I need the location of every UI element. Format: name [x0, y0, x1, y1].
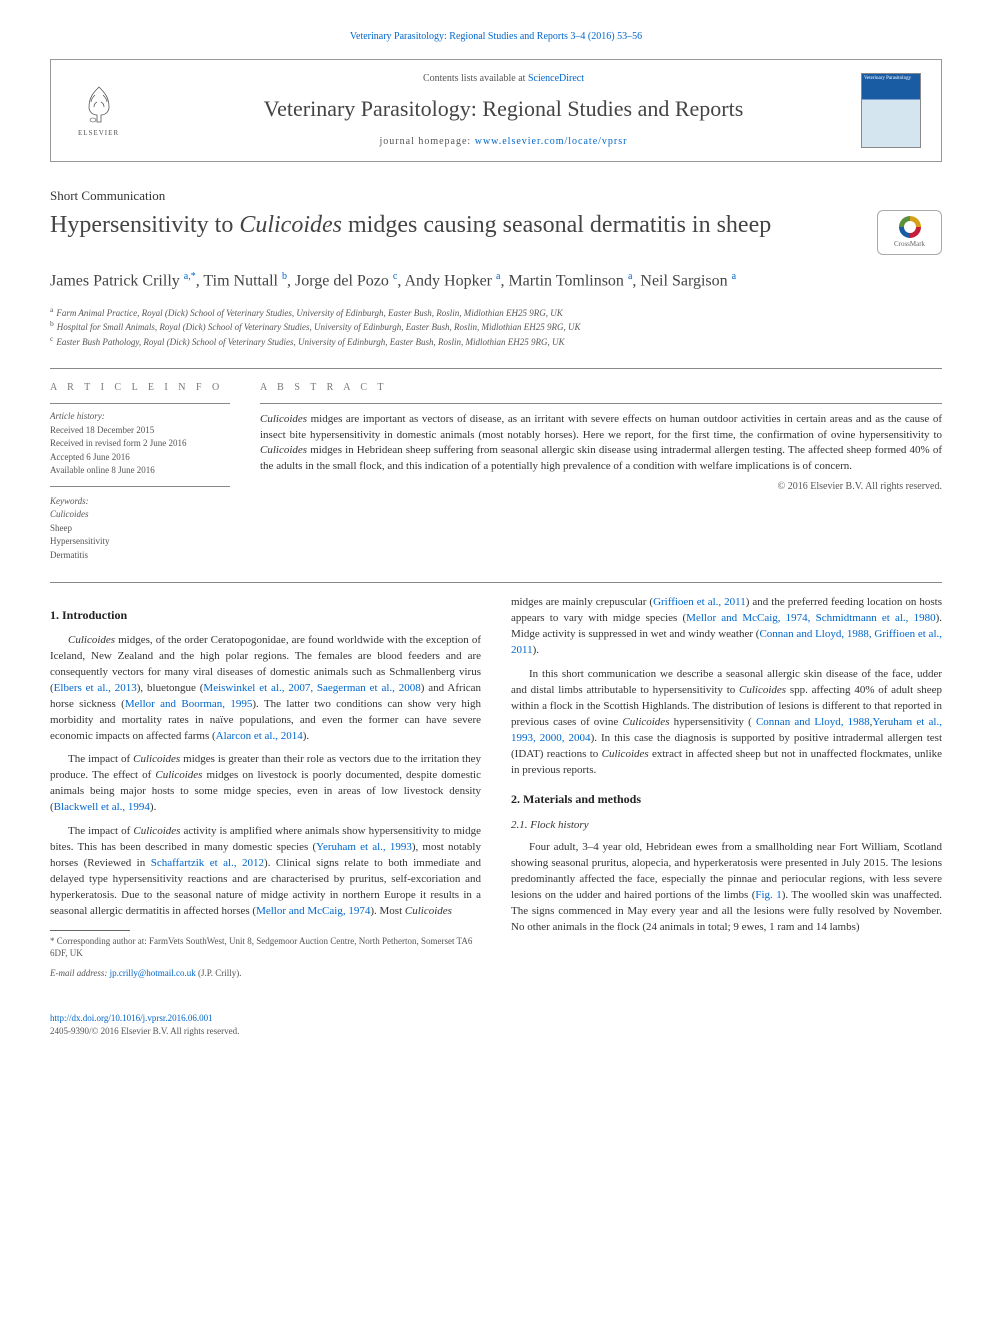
info-abstract-row: A R T I C L E I N F O Article history: R… [50, 381, 942, 562]
ref-griffioen[interactable]: Griffioen et al., 2011 [653, 596, 746, 608]
ref-meiswinkel[interactable]: Meiswinkel et al., 2007, Saegerman et al… [203, 682, 420, 694]
email-footnote: E-mail address: jp.crilly@hotmail.co.uk … [50, 967, 481, 979]
affiliations: aFarm Animal Practice, Royal (Dick) Scho… [50, 305, 942, 349]
author-1: James Patrick Crilly [50, 272, 184, 289]
flock-heading: 2.1. Flock history [511, 818, 942, 834]
abstract-rule [260, 403, 942, 404]
homepage-prefix: journal homepage: [380, 136, 475, 147]
title-post: midges causing seasonal dermatitis in sh… [342, 212, 771, 238]
doi-link[interactable]: http://dx.doi.org/10.1016/j.vprsr.2016.0… [50, 1013, 213, 1023]
top-citation-link[interactable]: Veterinary Parasitology: Regional Studie… [350, 31, 642, 42]
ref-elbers[interactable]: Elbers et al., 2013 [54, 682, 137, 694]
affiliation-a: aFarm Animal Practice, Royal (Dick) Scho… [50, 305, 942, 320]
top-citation: Veterinary Parasitology: Regional Studie… [50, 30, 942, 44]
elsevier-logo: ELSEVIER [71, 78, 126, 143]
intro-p4: midges are mainly crepuscular (Griffioen… [511, 595, 942, 659]
abstract-copyright: © 2016 Elsevier B.V. All rights reserved… [260, 480, 942, 494]
page-footer: http://dx.doi.org/10.1016/j.vprsr.2016.0… [50, 1012, 942, 1037]
elsevier-tree-icon [79, 82, 119, 127]
history-accepted: Accepted 6 June 2016 [50, 451, 230, 465]
intro-p5: In this short communication we describe … [511, 667, 942, 779]
abstract-heading: A B S T R A C T [260, 381, 942, 395]
crossmark-label: CrossMark [894, 240, 925, 250]
ref-connan[interactable]: Connan and Lloyd, 1988 [756, 716, 870, 728]
history-revised: Received in revised form 2 June 2016 [50, 437, 230, 451]
history-label: Article history: [50, 410, 230, 424]
author-5: , Martin Tomlinson [500, 272, 627, 289]
journal-cover: Veterinary Parasitology [861, 73, 921, 148]
author-6: , Neil Sargison [632, 272, 731, 289]
abstract-text: Culicoides midges are important as vecto… [260, 412, 942, 474]
methods-heading: 2. Materials and methods [511, 791, 942, 808]
email-link[interactable]: jp.crilly@hotmail.co.uk [110, 968, 196, 978]
history-block: Article history: Received 18 December 20… [50, 410, 230, 487]
contents-line: Contents lists available at ScienceDirec… [146, 72, 861, 86]
intro-p1: Culicoides midges, of the order Ceratopo… [50, 633, 481, 745]
ref-blackwell[interactable]: Blackwell et al., 1994 [54, 801, 150, 813]
ref-schaffartzik[interactable]: Schaffartzik et al., 2012 [151, 857, 264, 869]
elsevier-label: ELSEVIER [78, 129, 119, 139]
keyword-1: Culicoides [50, 508, 230, 522]
author-3: , Jorge del Pozo [287, 272, 393, 289]
rule-bottom [50, 582, 942, 583]
author-1-aff: a, [184, 271, 191, 282]
keyword-3: Hypersensitivity [50, 535, 230, 549]
history-online: Available online 8 June 2016 [50, 464, 230, 478]
sciencedirect-link[interactable]: ScienceDirect [528, 73, 584, 84]
ref-fig1[interactable]: Fig. 1 [755, 889, 781, 901]
article-type: Short Communication [50, 187, 942, 205]
info-rule-1 [50, 403, 230, 404]
history-received: Received 18 December 2015 [50, 424, 230, 438]
article-title: Hypersensitivity to Culicoides midges ca… [50, 210, 857, 240]
header-center: Contents lists available at ScienceDirec… [146, 72, 861, 149]
keyword-4: Dermatitis [50, 549, 230, 563]
ref-mellor-mccaig[interactable]: Mellor and McCaig, 1974 [256, 905, 370, 917]
journal-title: Veterinary Parasitology: Regional Studie… [146, 94, 861, 125]
keywords-block: Keywords: Culicoides Sheep Hypersensitiv… [50, 495, 230, 563]
authors: James Patrick Crilly a,*, Tim Nuttall b,… [50, 270, 942, 293]
article-info-heading: A R T I C L E I N F O [50, 381, 230, 395]
journal-header: ELSEVIER Contents lists available at Sci… [50, 59, 942, 162]
title-row: Hypersensitivity to Culicoides midges ca… [50, 210, 942, 255]
crossmark-badge[interactable]: CrossMark [877, 210, 942, 255]
intro-p3: The impact of Culicoides activity is amp… [50, 824, 481, 920]
contents-prefix: Contents lists available at [423, 73, 528, 84]
keyword-2: Sheep [50, 522, 230, 536]
homepage-link[interactable]: www.elsevier.com/locate/vprsr [475, 136, 628, 147]
author-4: , Andy Hopker [397, 272, 496, 289]
ref-mellor-boorman[interactable]: Mellor and Boorman, 1995 [125, 698, 253, 710]
author-2: , Tim Nuttall [196, 272, 282, 289]
affiliation-b: bHospital for Small Animals, Royal (Dick… [50, 319, 942, 334]
journal-homepage: journal homepage: www.elsevier.com/locat… [146, 135, 861, 149]
footnote-rule [50, 930, 130, 931]
intro-heading: 1. Introduction [50, 607, 481, 624]
title-em: Culicoides [239, 212, 342, 238]
author-6-aff: a [732, 271, 736, 282]
article-info: A R T I C L E I N F O Article history: R… [50, 381, 230, 562]
methods-p1: Four adult, 3–4 year old, Hebridean ewes… [511, 840, 942, 936]
abstract-column: A B S T R A C T Culicoides midges are im… [260, 381, 942, 562]
body-text: 1. Introduction Culicoides midges, of th… [50, 595, 942, 987]
crossmark-icon [899, 216, 921, 238]
ref-yeruham[interactable]: Yeruham et al., 1993 [316, 841, 412, 853]
issn-line: 2405-9390/© 2016 Elsevier B.V. All right… [50, 1025, 942, 1038]
ref-mellor-schmidtmann[interactable]: Mellor and McCaig, 1974, Schmidtmann et … [686, 612, 935, 624]
rule-top [50, 368, 942, 369]
keywords-label: Keywords: [50, 495, 230, 509]
title-pre: Hypersensitivity to [50, 212, 239, 238]
intro-p2: The impact of Culicoides midges is great… [50, 752, 481, 816]
ref-alarcon[interactable]: Alarcon et al., 2014 [216, 730, 303, 742]
cover-text: Veterinary Parasitology [862, 74, 920, 84]
corresponding-footnote: * Corresponding author at: FarmVets Sout… [50, 935, 481, 959]
affiliation-c: cEaster Bush Pathology, Royal (Dick) Sch… [50, 334, 942, 349]
